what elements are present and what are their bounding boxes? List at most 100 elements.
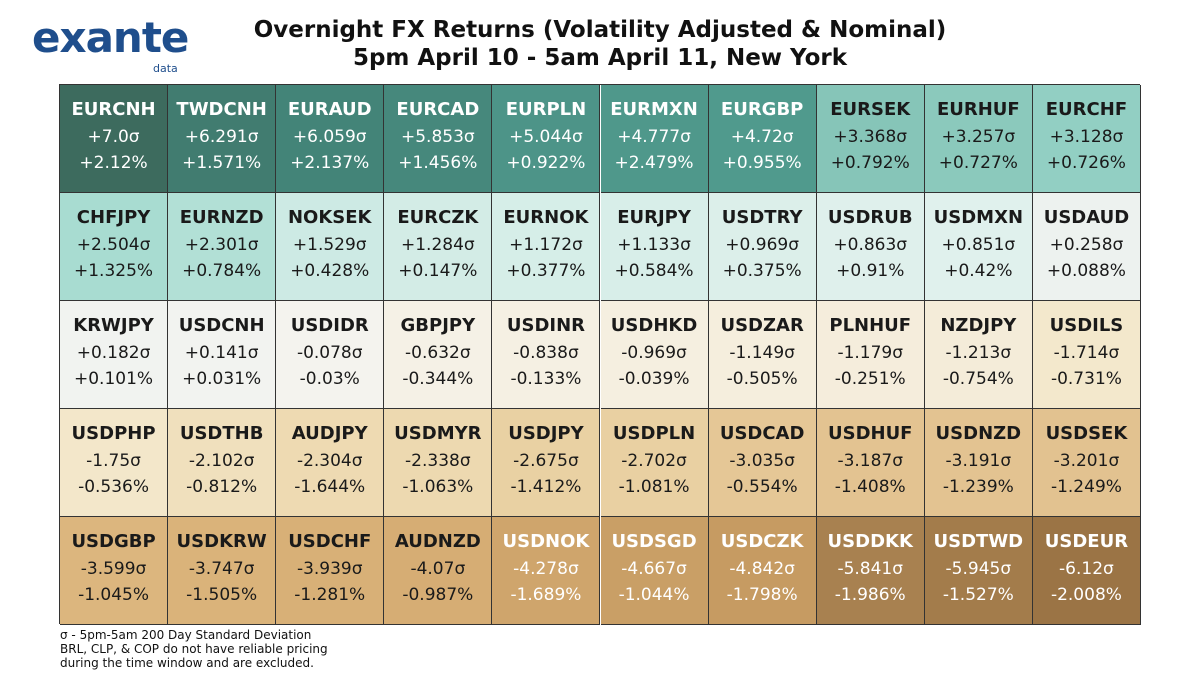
fx-sigma-value: -0.632σ bbox=[405, 343, 471, 363]
fx-cell-usdzar: USDZAR -1.149σ -0.505% bbox=[708, 301, 817, 409]
fx-sigma-value: -4.842σ bbox=[729, 559, 795, 579]
fx-cell-eurcad: EURCAD +5.853σ +1.456% bbox=[384, 85, 493, 193]
fx-sigma-value: -0.969σ bbox=[621, 343, 687, 363]
fx-cell-eurnzd: EURNZD +2.301σ +0.784% bbox=[168, 193, 277, 301]
fx-returns-grid: EURCNH +7.0σ +2.12% TWDCNH +6.291σ +1.571% EUR… bbox=[59, 84, 1141, 625]
fx-percent-value: -1.045% bbox=[78, 585, 150, 605]
fx-sigma-value: -3.035σ bbox=[729, 451, 795, 471]
fx-sigma-value: +0.851σ bbox=[941, 235, 1016, 255]
fx-percent-value: +0.922% bbox=[506, 153, 586, 173]
fx-sigma-value: -6.12σ bbox=[1059, 559, 1114, 579]
fx-cell-plnhuf: PLNHUF -1.179σ -0.251% bbox=[816, 301, 925, 409]
fx-pair-label: USDJPY bbox=[508, 423, 584, 444]
fx-pair-label: EURAUD bbox=[287, 99, 372, 120]
chart-title: Overnight FX Returns (Volatility Adjuste… bbox=[200, 16, 1000, 72]
fx-cell-eurczk: EURCZK +1.284σ +0.147% bbox=[384, 193, 493, 301]
fx-sigma-value: +6.059σ bbox=[292, 127, 367, 147]
fx-cell-usdeur: USDEUR -6.12σ -2.008% bbox=[1032, 517, 1141, 625]
exante-logo: exante data bbox=[32, 14, 192, 75]
fx-pair-label: AUDJPY bbox=[291, 423, 368, 444]
fx-pair-label: USDINR bbox=[506, 315, 586, 336]
fx-pair-label: USDTRY bbox=[721, 207, 803, 228]
fx-pair-label: KRWJPY bbox=[73, 315, 154, 336]
fx-percent-value: -0.344% bbox=[402, 369, 474, 389]
fx-pair-label: USDZAR bbox=[720, 315, 804, 336]
fx-percent-value: +2.12% bbox=[79, 153, 148, 173]
fx-sigma-value: +0.141σ bbox=[184, 343, 259, 363]
fx-percent-value: +1.325% bbox=[74, 261, 154, 281]
fx-pair-label: NOKSEK bbox=[287, 207, 372, 228]
fx-percent-value: -1.986% bbox=[834, 585, 906, 605]
fx-sigma-value: +2.504σ bbox=[76, 235, 151, 255]
fx-percent-value: -0.251% bbox=[834, 369, 906, 389]
fx-percent-value: -1.412% bbox=[510, 477, 582, 497]
fx-pair-label: EURNOK bbox=[503, 207, 589, 228]
fx-pair-label: USDCAD bbox=[719, 423, 805, 444]
footnote: σ - 5pm-5am 200 Day Standard Deviation B… bbox=[60, 628, 360, 670]
fx-pair-label: USDTHB bbox=[179, 423, 264, 444]
footnote-line-1: σ - 5pm-5am 200 Day Standard Deviation bbox=[60, 628, 312, 642]
fx-sigma-value: +5.044σ bbox=[509, 127, 583, 147]
fx-cell-usdczk: USDCZK -4.842σ -1.798% bbox=[708, 517, 817, 625]
fx-percent-value: +0.147% bbox=[398, 261, 478, 281]
fx-cell-usdkrw: USDKRW -3.747σ -1.505% bbox=[168, 517, 277, 625]
fx-pair-label: USDSGD bbox=[611, 531, 697, 552]
fx-pair-label: USDILS bbox=[1049, 315, 1124, 336]
fx-percent-value: -1.505% bbox=[186, 585, 258, 605]
fx-sigma-value: -1.714σ bbox=[1053, 343, 1120, 363]
fx-pair-label: USDPHP bbox=[71, 423, 156, 444]
fx-sigma-value: -2.102σ bbox=[188, 451, 255, 471]
fx-percent-value: +0.792% bbox=[830, 153, 910, 173]
fx-percent-value: +0.91% bbox=[836, 261, 905, 281]
fx-pair-label: GBPJPY bbox=[400, 315, 476, 336]
fx-sigma-value: +3.368σ bbox=[833, 127, 908, 147]
fx-cell-usdhkd: USDHKD -0.969σ -0.039% bbox=[600, 301, 709, 409]
fx-cell-noksek: NOKSEK +1.529σ +0.428% bbox=[276, 193, 385, 301]
fx-pair-label: EURCNH bbox=[71, 99, 156, 120]
fx-pair-label: EURCHF bbox=[1045, 99, 1128, 120]
fx-cell-eurjpy: EURJPY +1.133σ +0.584% bbox=[600, 193, 709, 301]
fx-sigma-value: -0.078σ bbox=[296, 343, 363, 363]
fx-cell-audjpy: AUDJPY -2.304σ -1.644% bbox=[276, 409, 385, 517]
fx-pair-label: USDHKD bbox=[610, 315, 698, 336]
fx-percent-value: -0.731% bbox=[1050, 369, 1122, 389]
fx-pair-label: EURCAD bbox=[396, 99, 480, 120]
fx-pair-label: CHFJPY bbox=[76, 207, 151, 228]
title-line-1: Overnight FX Returns (Volatility Adjuste… bbox=[253, 17, 947, 43]
fx-cell-eurgbp: EURGBP +4.72σ +0.955% bbox=[708, 85, 817, 193]
fx-sigma-value: -1.179σ bbox=[837, 343, 904, 363]
fx-sigma-value: +0.258σ bbox=[1049, 235, 1124, 255]
fx-cell-usdhuf: USDHUF -3.187σ -1.408% bbox=[816, 409, 925, 517]
fx-sigma-value: -3.201σ bbox=[1053, 451, 1120, 471]
fx-percent-value: +0.088% bbox=[1046, 261, 1126, 281]
fx-percent-value: -1.063% bbox=[402, 477, 474, 497]
fx-sigma-value: -4.07σ bbox=[410, 559, 466, 579]
fx-cell-eurmxn: EURMXN +4.777σ +2.479% bbox=[600, 85, 709, 193]
fx-cell-eurpln: EURPLN +5.044σ +0.922% bbox=[492, 85, 601, 193]
fx-pair-label: EURJPY bbox=[617, 207, 691, 228]
fx-sigma-value: +1.133σ bbox=[617, 235, 691, 255]
fx-pair-label: TWDCNH bbox=[176, 99, 267, 120]
fx-cell-usdcnh: USDCNH +0.141σ +0.031% bbox=[168, 301, 277, 409]
fx-sigma-value: +4.777σ bbox=[617, 127, 691, 147]
fx-sigma-value: -1.75σ bbox=[86, 451, 141, 471]
fx-cell-euraud: EURAUD +6.059σ +2.137% bbox=[276, 85, 385, 193]
fx-pair-label: USDNZD bbox=[935, 423, 1022, 444]
fx-sigma-value: +0.182σ bbox=[76, 343, 151, 363]
fx-sigma-value: -3.939σ bbox=[296, 559, 363, 579]
logo-subtext: data bbox=[153, 62, 178, 75]
fx-percent-value: -0.505% bbox=[726, 369, 798, 389]
fx-sigma-value: +5.853σ bbox=[401, 127, 475, 147]
fx-percent-value: +0.377% bbox=[506, 261, 586, 281]
fx-pair-label: USDTWD bbox=[933, 531, 1024, 552]
fx-sigma-value: -2.675σ bbox=[513, 451, 579, 471]
fx-pair-label: USDMYR bbox=[394, 423, 482, 444]
fx-percent-value: +0.727% bbox=[938, 153, 1018, 173]
fx-percent-value: +0.101% bbox=[74, 369, 154, 389]
fx-percent-value: -1.408% bbox=[834, 477, 906, 497]
fx-percent-value: -1.081% bbox=[618, 477, 690, 497]
fx-cell-usdnok: USDNOK -4.278σ -1.689% bbox=[492, 517, 601, 625]
fx-cell-eurcnh: EURCNH +7.0σ +2.12% bbox=[60, 85, 169, 193]
fx-pair-label: USDCNH bbox=[178, 315, 265, 336]
fx-percent-value: +2.137% bbox=[290, 153, 370, 173]
